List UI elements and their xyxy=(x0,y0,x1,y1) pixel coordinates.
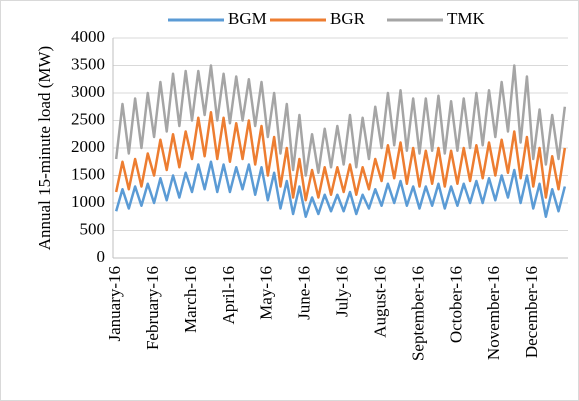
x-tick-label: February-16 xyxy=(143,266,162,350)
x-tick-label: November-16 xyxy=(484,266,503,360)
x-tick-label: April-16 xyxy=(219,266,238,325)
x-tick-label: September-16 xyxy=(408,266,427,361)
y-tick-label: 500 xyxy=(80,219,106,238)
series-line xyxy=(114,111,567,202)
series-line xyxy=(114,64,567,177)
legend-label: BGR xyxy=(330,9,366,28)
x-tick-label: July-16 xyxy=(333,266,352,317)
y-tick-label: 1000 xyxy=(71,192,105,211)
y-tick-label: 1500 xyxy=(71,164,105,183)
series-line xyxy=(114,160,567,218)
x-tick-label: August-16 xyxy=(370,266,389,338)
y-tick-label: 2500 xyxy=(71,109,105,128)
y-tick-label: 2000 xyxy=(71,137,105,156)
legend-label: BGM xyxy=(228,9,267,28)
y-tick-label: 4000 xyxy=(71,27,105,46)
y-tick-label: 3000 xyxy=(71,82,105,101)
legend-label: TMK xyxy=(447,9,486,28)
x-tick-label: May-16 xyxy=(257,266,276,320)
x-tick-label: March-16 xyxy=(181,266,200,333)
y-axis-title: Annual 15-minute load (MW) xyxy=(35,46,54,250)
x-tick-label: January-16 xyxy=(105,266,124,342)
x-tick-label: October-16 xyxy=(446,266,465,343)
x-tick-label: June-16 xyxy=(295,266,314,320)
y-tick-label: 3500 xyxy=(71,54,105,73)
y-tick-label: 0 xyxy=(97,247,106,266)
x-tick-label: December-16 xyxy=(522,266,541,358)
